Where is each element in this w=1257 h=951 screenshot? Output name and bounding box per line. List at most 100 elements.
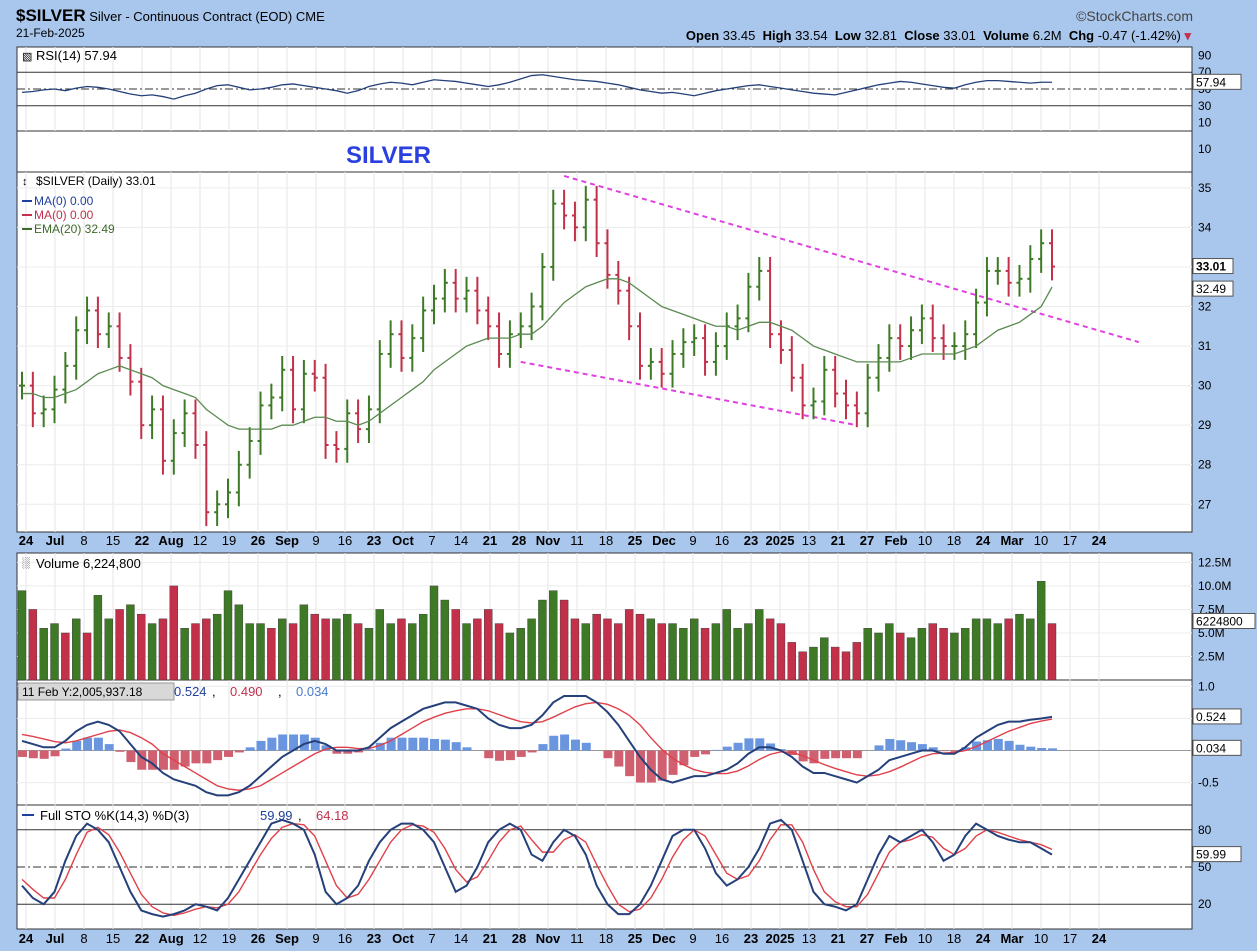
volume-bar [451, 609, 460, 681]
x-tick-label: 10 [918, 533, 932, 548]
x-tick-label: 19 [222, 931, 236, 946]
x-tick-label: 27 [860, 533, 874, 548]
price-bar [550, 189, 557, 281]
price-bar [322, 363, 329, 459]
price-bar [170, 419, 177, 475]
price-legend-item: MA(0) 0.00 [34, 194, 94, 208]
hist-last-label: 0.034 [1196, 741, 1226, 755]
x-tick-label: 13 [802, 533, 816, 548]
volume-bar [830, 646, 840, 681]
x-tick-label: 17 [1063, 533, 1077, 548]
price-bar [300, 359, 307, 424]
x-tick-label: 22 [135, 931, 149, 946]
price-tick-label: 30 [1198, 379, 1212, 393]
x-tick-label: 14 [454, 931, 468, 946]
macd-hist-bar [104, 744, 114, 751]
x-tick-label: 12 [193, 931, 207, 946]
macd-value-label: 0.524 [174, 684, 207, 699]
price-bar [40, 395, 47, 428]
volume-tick-label: 2.5M [1198, 649, 1225, 663]
macd-hist-bar [603, 750, 613, 759]
volume-bar [267, 628, 276, 681]
volume-bar [733, 628, 742, 681]
x-tick-label: Aug [158, 931, 183, 946]
volume-tick-label: 10.0M [1198, 579, 1231, 593]
volume-bar [852, 642, 862, 681]
macd-hist-bar [299, 734, 309, 751]
x-tick-label: 23 [744, 533, 758, 548]
macd-hist-bar [657, 750, 667, 781]
price-bar [333, 431, 340, 463]
volume-bar [39, 628, 48, 681]
x-tick-label: 10 [918, 931, 932, 946]
ema-line [22, 278, 1053, 430]
macd-hist-bar [61, 748, 71, 751]
price-bar [843, 379, 849, 420]
x-tick-label: 26 [251, 931, 265, 946]
volume-bar [191, 623, 200, 681]
x-tick-label: Jul [46, 533, 65, 548]
price-bar [734, 304, 741, 341]
macd-hist-bar [993, 738, 1003, 751]
stockcharts-logo[interactable]: ©StockCharts.com [1076, 8, 1193, 24]
macd-hist-bar [202, 750, 212, 764]
macd-hist-bar [310, 737, 320, 751]
price-bar [181, 399, 188, 447]
volume-bar [776, 623, 786, 681]
volume-bar [223, 590, 233, 681]
signal-line [21, 701, 1053, 791]
x-tick-label: Feb [884, 533, 907, 548]
price-bar [387, 320, 394, 368]
x-tick-label: 24 [1092, 931, 1107, 946]
price-legend-item: EMA(20) 32.49 [34, 222, 115, 236]
rsi-label: RSI(14) 57.94 [36, 48, 117, 63]
volume-bar [744, 623, 753, 681]
macd-hist-bar [408, 737, 418, 751]
price-bar [983, 257, 990, 317]
macd-hist-bar [820, 750, 830, 759]
macd-hist-bar [581, 742, 591, 751]
volume-bar [765, 618, 775, 681]
price-bar [1038, 229, 1045, 273]
macd-hist-bar [191, 750, 201, 764]
macd-hist-bar [430, 738, 439, 751]
x-tick-label: 23 [367, 533, 381, 548]
price-bar [528, 292, 535, 341]
macd-hist-bar [527, 750, 537, 753]
x-tick-label: 7 [428, 533, 435, 548]
x-tick-label: Mar [1000, 533, 1023, 548]
macd-hist-bar [224, 750, 233, 757]
volume-bar [321, 618, 330, 681]
macd-hist-bar [809, 750, 819, 764]
sto-d-line [21, 822, 1053, 917]
panel-gap [16, 130, 1193, 173]
price-bar [246, 427, 253, 479]
price-tick-label: 27 [1198, 497, 1212, 511]
macd-hist-bar [419, 737, 429, 751]
macd-hist-bar [50, 750, 60, 757]
volume-bar [787, 642, 796, 681]
macd-hist-bar [93, 737, 103, 751]
volume-bar [581, 623, 590, 681]
macd-hist-bar [115, 750, 125, 752]
macd-hist-bar [505, 750, 515, 761]
macd-hist-bar [928, 747, 938, 751]
x-tick-label: 24 [976, 931, 991, 946]
macd-hist-bar [874, 745, 884, 751]
volume-tick-label: 12.5M [1198, 555, 1231, 569]
price-bar [506, 320, 513, 368]
macd-hist-bar [245, 747, 255, 751]
volume-bar [17, 590, 27, 681]
volume-bar [212, 613, 222, 681]
price-bar [767, 257, 774, 349]
volume-bar [310, 613, 319, 681]
price-bar [290, 355, 297, 424]
macd-hist-bar [234, 750, 244, 753]
price-bar [84, 296, 91, 345]
macd-hist-bar [451, 742, 461, 751]
volume-bar [245, 623, 254, 681]
volume-bar [115, 609, 124, 681]
price-bar [962, 320, 969, 360]
macd-hist-bar [440, 739, 450, 751]
